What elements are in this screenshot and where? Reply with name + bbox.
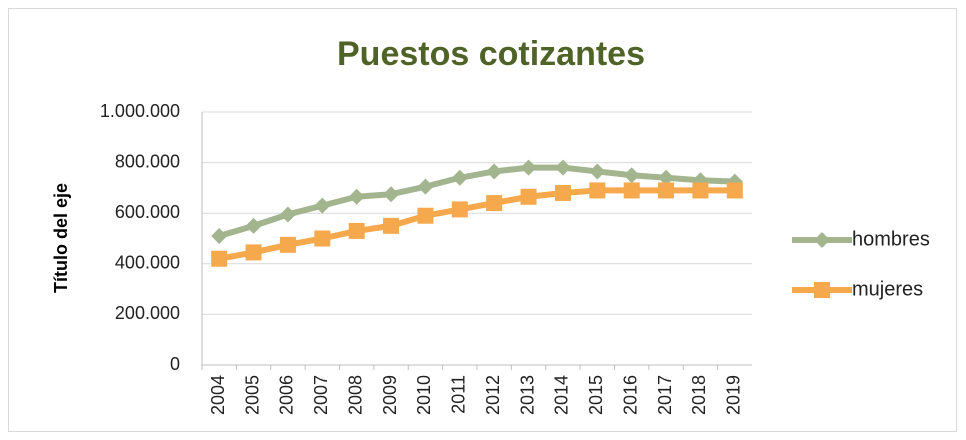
x-tick-label: 2016 [620, 375, 640, 415]
data-point [658, 169, 675, 186]
x-tick-label: 2017 [655, 375, 675, 415]
data-point [417, 207, 434, 224]
x-tick-label: 2010 [414, 375, 434, 415]
data-point [348, 188, 365, 205]
x-tick-label: 2018 [689, 375, 709, 415]
data-point [314, 197, 331, 214]
data-point [520, 159, 537, 176]
data-point [623, 182, 640, 199]
data-point [383, 186, 400, 203]
legend-label: hombres [852, 228, 930, 250]
data-point [417, 178, 434, 195]
data-point [589, 163, 606, 180]
x-tick-label: 2019 [724, 375, 744, 415]
data-point [211, 250, 228, 267]
x-tick-label: 2009 [380, 375, 400, 415]
x-tick-label: 2011 [449, 375, 469, 414]
data-point [486, 195, 503, 212]
x-tick-label: 2015 [586, 375, 606, 415]
chart-border [8, 8, 957, 432]
data-point [383, 217, 400, 234]
legend-label: mujeres [852, 278, 923, 300]
data-point [451, 201, 468, 218]
y-tick-label: 1.000.000 [100, 101, 180, 121]
data-point [348, 222, 365, 239]
x-tick-label: 2007 [311, 375, 331, 415]
data-point [245, 244, 262, 261]
x-tick-label: 2012 [483, 375, 503, 415]
y-tick-label: 0 [170, 354, 180, 374]
chart-title: Puestos cotizantes [337, 35, 645, 73]
x-tick-label: 2004 [208, 375, 228, 415]
series-line [218, 164, 735, 239]
y-tick-label: 400.000 [115, 253, 180, 273]
data-point [726, 182, 743, 199]
data-point [279, 236, 296, 253]
x-tick-label: 2005 [242, 375, 262, 415]
data-point [451, 169, 468, 186]
data-point [658, 182, 675, 199]
data-point [554, 184, 571, 201]
x-tick-label: 2008 [345, 375, 365, 415]
y-tick-label: 200.000 [115, 303, 180, 323]
x-tick-label: 2013 [517, 375, 537, 415]
data-point [486, 163, 503, 180]
data-point [623, 167, 640, 184]
legend-marker [814, 282, 830, 298]
x-tick-label: 2014 [552, 375, 572, 415]
data-point [589, 182, 606, 199]
series-line [218, 187, 735, 262]
data-point [692, 182, 709, 199]
x-tick-label: 2006 [277, 375, 297, 415]
data-point [520, 188, 537, 205]
legend-marker [814, 232, 830, 248]
data-point [279, 206, 296, 223]
y-axis-title: Título del eje [51, 183, 71, 293]
data-point [314, 230, 331, 247]
data-point [554, 159, 571, 176]
data-point [245, 217, 262, 234]
y-tick-label: 600.000 [115, 202, 180, 222]
y-tick-label: 800.000 [115, 151, 180, 171]
data-point [211, 227, 228, 244]
